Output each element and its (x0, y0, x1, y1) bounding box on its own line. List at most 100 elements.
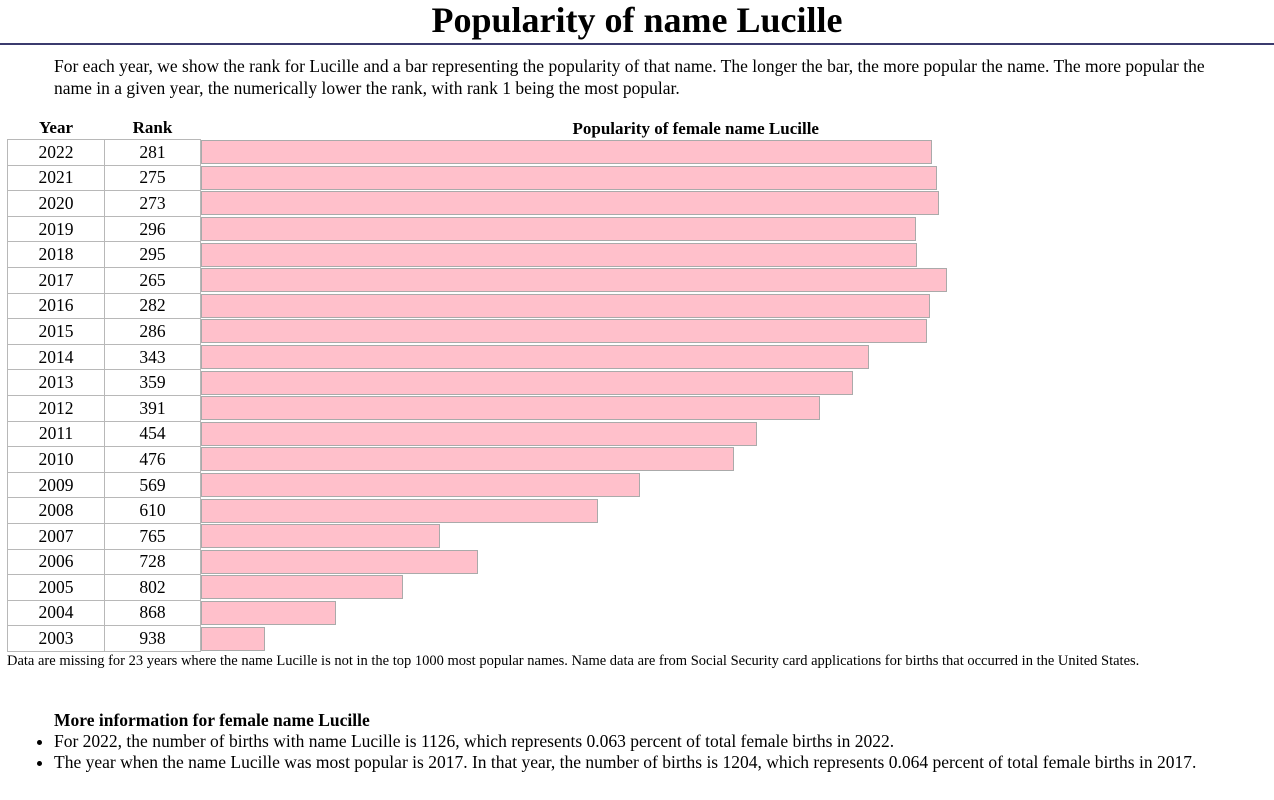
year-cell: 2004 (7, 599, 105, 627)
year-cell: 2016 (7, 292, 105, 320)
year-cell: 2010 (7, 446, 105, 473)
table-header-row: Year Rank Popularity of female name Luci… (8, 116, 1215, 140)
table-row: 2021 275 (7, 164, 1215, 192)
popularity-bar (201, 268, 947, 293)
title-divider (0, 43, 1274, 45)
rank-cell: 391 (104, 394, 201, 422)
popularity-bar (201, 370, 853, 395)
popularity-column-header: Popularity of female name Lucille (572, 118, 819, 138)
table-row: 2008 610 (7, 497, 1215, 524)
year-cell: 2015 (7, 318, 105, 345)
rank-cell: 296 (104, 215, 201, 243)
bar-cell (201, 600, 1215, 626)
rank-cell: 359 (104, 369, 201, 396)
rank-cell: 343 (104, 343, 201, 371)
bar-cell (201, 498, 1215, 524)
year-cell: 2007 (7, 522, 105, 550)
year-cell: 2011 (7, 420, 105, 448)
rank-cell: 286 (104, 318, 201, 345)
rank-cell: 454 (104, 420, 201, 448)
footnote: Data are missing for 23 years where the … (7, 653, 1140, 669)
bar-cell (201, 191, 1215, 217)
rank-cell: 265 (104, 266, 201, 294)
year-cell: 2003 (7, 625, 105, 652)
intro-paragraph: For each year, we show the rank for Luci… (54, 56, 1205, 98)
popularity-bar (201, 524, 440, 549)
bar-cell (201, 293, 1215, 319)
table-row: 2006 728 (7, 548, 1215, 576)
page-title: Popularity of name Lucille (431, 0, 843, 40)
more-info-heading: More information for female name Lucille (54, 710, 370, 730)
year-cell: 2005 (7, 574, 105, 601)
rank-cell: 610 (104, 497, 201, 524)
table-row: 2009 569 (7, 471, 1215, 499)
rank-cell: 476 (104, 446, 201, 473)
rank-cell: 273 (104, 190, 201, 217)
table-row: 2011 454 (7, 420, 1215, 448)
rank-table-body: 2022 281 2021 275 2020 273 2019 296 2018 295 2017 2… (7, 139, 1215, 652)
popularity-bar (201, 242, 917, 267)
table-row: 2019 296 (7, 215, 1215, 243)
table-row: 2018 295 (7, 241, 1215, 268)
rank-cell: 765 (104, 522, 201, 550)
popularity-bar (201, 293, 930, 318)
table-row: 2020 273 (7, 190, 1215, 217)
rank-column-header: Rank (132, 118, 173, 137)
bar-cell (201, 395, 1215, 421)
year-cell: 2022 (7, 139, 105, 166)
more-info-list: For 2022, the number of births with name… (0, 731, 1274, 773)
rank-cell: 281 (104, 139, 201, 166)
rank-cell: 802 (104, 574, 201, 601)
year-cell: 2008 (7, 497, 105, 524)
popularity-bar (201, 140, 932, 165)
year-cell: 2021 (7, 164, 105, 192)
table-row: 2014 343 (7, 343, 1215, 371)
rank-cell: 728 (104, 548, 201, 576)
table-row: 2015 286 (7, 318, 1215, 345)
popularity-bar (201, 396, 820, 421)
more-info-item: For 2022, the number of births with name… (54, 731, 1234, 752)
rank-cell: 282 (104, 292, 201, 320)
table-row: 2017 265 (7, 266, 1215, 294)
popularity-bar (201, 165, 937, 190)
year-cell: 2018 (7, 241, 105, 268)
bar-cell (201, 575, 1215, 601)
popularity-bar (201, 498, 598, 523)
popularity-bar (201, 447, 734, 472)
bar-cell (201, 421, 1215, 447)
year-cell: 2014 (7, 343, 105, 371)
year-cell: 2020 (7, 190, 105, 217)
bar-cell (201, 626, 1215, 652)
year-cell: 2017 (7, 266, 105, 294)
more-info-item: The year when the name Lucille was most … (54, 752, 1234, 773)
popularity-bar (201, 473, 640, 498)
popularity-bar (201, 345, 869, 370)
rank-cell: 938 (104, 625, 201, 652)
popularity-bar (201, 421, 757, 446)
popularity-bar (201, 575, 403, 600)
bar-cell (201, 319, 1215, 345)
table-row: 2016 282 (7, 292, 1215, 320)
popularity-bar (201, 626, 265, 651)
bar-cell (201, 370, 1215, 396)
rank-table: Year Rank Popularity of female name Luci… (7, 116, 1215, 652)
popularity-bar (201, 549, 478, 574)
year-cell: 2019 (7, 215, 105, 243)
rank-cell: 295 (104, 241, 201, 268)
table-row: 2012 391 (7, 394, 1215, 422)
bar-cell (201, 267, 1215, 293)
rank-cell: 868 (104, 599, 201, 627)
year-column-header: Year (39, 118, 73, 137)
table-row: 2005 802 (7, 574, 1215, 601)
bar-cell (201, 216, 1215, 242)
popularity-bar (201, 319, 927, 344)
bar-cell (201, 447, 1215, 473)
rank-cell: 569 (104, 471, 201, 499)
bar-cell (201, 549, 1215, 575)
bar-cell (201, 140, 1215, 166)
bar-cell (201, 523, 1215, 549)
popularity-bar (201, 217, 916, 242)
year-cell: 2012 (7, 394, 105, 422)
table-row: 2007 765 (7, 522, 1215, 550)
year-cell: 2013 (7, 369, 105, 396)
